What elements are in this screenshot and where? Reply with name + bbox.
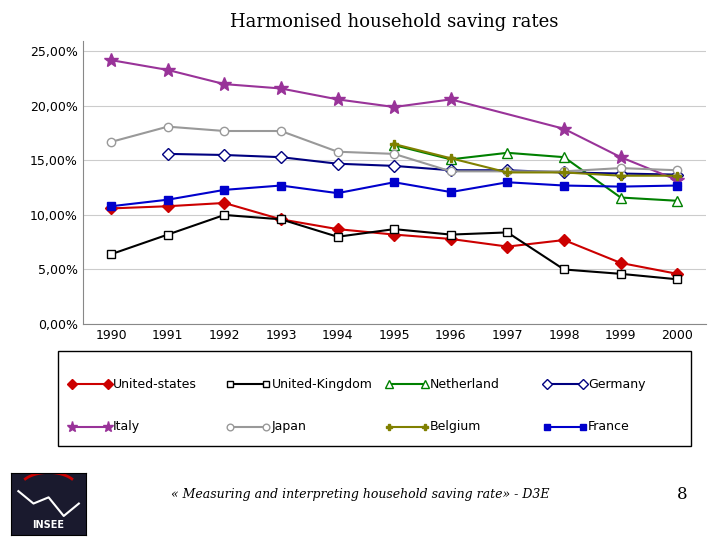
Germany — [163, 151, 172, 157]
Netherland — [446, 156, 455, 163]
Italy — [446, 96, 455, 103]
Text: Belgium: Belgium — [430, 420, 481, 433]
Japan — [220, 128, 229, 134]
France — [503, 179, 512, 186]
Italy — [333, 96, 342, 103]
Text: Netherland: Netherland — [430, 377, 500, 390]
Japan — [390, 151, 398, 157]
Belgium — [503, 169, 512, 176]
Italy — [390, 104, 398, 110]
Germany — [446, 167, 455, 173]
Line: Netherland: Netherland — [390, 140, 682, 206]
France — [390, 179, 398, 186]
Text: United-states: United-states — [113, 377, 197, 390]
Text: 8: 8 — [677, 485, 688, 503]
United-states — [446, 236, 455, 242]
United-states — [333, 226, 342, 232]
Japan — [276, 128, 285, 134]
United-Kingdom — [616, 271, 625, 277]
United-states — [276, 216, 285, 222]
Japan — [107, 139, 115, 145]
United-Kingdom — [503, 229, 512, 235]
Title: Harmonised household saving rates: Harmonised household saving rates — [230, 12, 559, 31]
Germany — [333, 160, 342, 167]
Netherland — [503, 150, 512, 156]
France — [616, 184, 625, 190]
Japan — [446, 168, 455, 174]
Line: United-Kingdom: United-Kingdom — [107, 211, 681, 284]
France — [559, 183, 568, 189]
United-Kingdom — [163, 231, 172, 238]
Belgium — [673, 172, 682, 179]
Netherland — [673, 198, 682, 204]
France — [333, 190, 342, 197]
Italy — [107, 57, 115, 63]
United-Kingdom — [446, 231, 455, 238]
United-states — [673, 271, 682, 277]
Text: « Measuring and interpreting household saving rate» - D3E: « Measuring and interpreting household s… — [171, 488, 549, 501]
Germany — [673, 171, 682, 178]
United-Kingdom — [559, 266, 568, 273]
Belgium — [559, 169, 568, 176]
Belgium — [616, 172, 625, 179]
Netherland — [616, 194, 625, 201]
Text: Italy: Italy — [113, 420, 140, 433]
Text: Germany: Germany — [588, 377, 646, 390]
France — [276, 183, 285, 189]
Text: Japan: Japan — [271, 420, 306, 433]
France — [107, 203, 115, 210]
Italy — [163, 67, 172, 73]
United-Kingdom — [276, 216, 285, 222]
Japan — [616, 165, 625, 171]
Japan — [333, 148, 342, 155]
France — [163, 197, 172, 203]
Text: INSEE: INSEE — [32, 520, 65, 530]
United-Kingdom — [220, 212, 229, 218]
Japan — [673, 167, 682, 173]
Belgium — [390, 141, 398, 147]
United-states — [503, 244, 512, 250]
Netherland — [390, 142, 398, 149]
Germany — [390, 163, 398, 169]
France — [446, 189, 455, 195]
Italy — [559, 126, 568, 132]
United-states — [616, 260, 625, 266]
France — [220, 187, 229, 193]
Netherland — [559, 154, 568, 160]
Line: Germany: Germany — [163, 150, 681, 179]
United-Kingdom — [107, 251, 115, 258]
Germany — [276, 154, 285, 160]
Italy — [276, 85, 285, 92]
Italy — [220, 81, 229, 87]
United-Kingdom — [673, 276, 682, 282]
Germany — [616, 170, 625, 177]
United-states — [559, 237, 568, 244]
Text: United-Kingdom: United-Kingdom — [271, 377, 372, 390]
Germany — [559, 169, 568, 176]
Germany — [503, 167, 512, 173]
Line: Belgium: Belgium — [390, 140, 681, 180]
United-states — [163, 203, 172, 210]
Italy — [673, 177, 682, 183]
Japan — [503, 168, 512, 174]
Japan — [163, 124, 172, 130]
Line: France: France — [107, 178, 681, 211]
United-Kingdom — [333, 233, 342, 240]
Belgium — [446, 155, 455, 161]
United-Kingdom — [390, 226, 398, 232]
Germany — [220, 152, 229, 158]
Line: Italy: Italy — [104, 53, 684, 187]
United-states — [390, 231, 398, 238]
Line: Japan: Japan — [107, 123, 681, 176]
Japan — [559, 168, 568, 174]
France — [673, 183, 682, 189]
United-states — [220, 200, 229, 206]
Italy — [616, 154, 625, 160]
Text: France: France — [588, 420, 630, 433]
United-states — [107, 205, 115, 212]
Line: United-states: United-states — [107, 199, 681, 278]
